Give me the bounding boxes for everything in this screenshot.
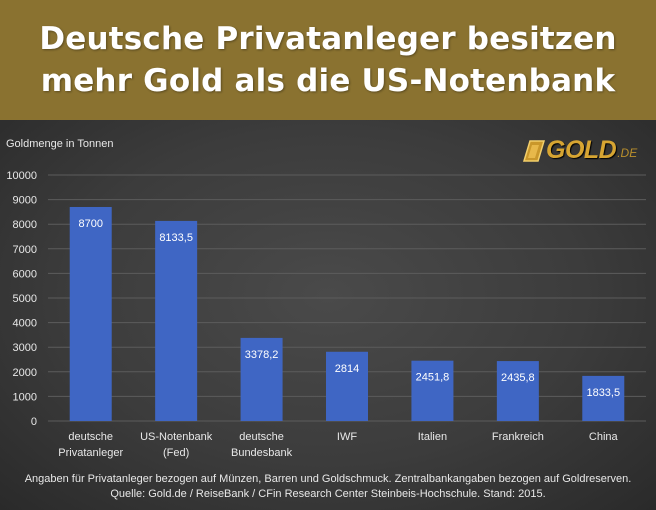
x-tick-label: China bbox=[589, 431, 619, 443]
x-tick-label: Bundesbank bbox=[231, 447, 293, 459]
data-label: 3378,2 bbox=[245, 349, 279, 361]
footer-line-1: Angaben für Privatanleger bezogen auf Mü… bbox=[24, 473, 632, 485]
x-tick-label: IWF bbox=[337, 431, 357, 443]
title-line-2: mehr Gold als die US-Notenbank bbox=[40, 63, 616, 99]
x-tick-label: Privatanleger bbox=[58, 447, 123, 459]
y-axis-title: Goldmenge in Tonnen bbox=[6, 138, 114, 150]
bar bbox=[411, 360, 454, 421]
x-tick-label: (Fed) bbox=[163, 447, 189, 459]
bar bbox=[155, 220, 198, 421]
footer-line-2: Quelle: Gold.de / ReiseBank / CFin Resea… bbox=[110, 488, 546, 500]
bar bbox=[582, 375, 625, 421]
y-tick-label: 1000 bbox=[13, 391, 37, 403]
y-tick-label: 5000 bbox=[13, 293, 37, 305]
y-tick-label: 2000 bbox=[13, 367, 37, 379]
data-label: 2814 bbox=[335, 363, 359, 375]
gold-de-logo: GOLD .DE bbox=[520, 137, 637, 163]
data-label: 1833,5 bbox=[586, 387, 620, 399]
label-layer: 0 1000 2000 3000 4000 5000 6000 7000 8000 9000 100… bbox=[6, 170, 620, 459]
bar-layer bbox=[69, 206, 625, 421]
x-tick-label: US-Notenbank bbox=[140, 431, 213, 443]
footer-note: Angaben für Privatanleger bezogen auf Mü… bbox=[0, 472, 656, 502]
y-tick-label: 9000 bbox=[13, 195, 37, 207]
y-tick-label: 10000 bbox=[6, 170, 37, 182]
x-tick-label: deutsche bbox=[239, 431, 284, 443]
title-line-1: Deutsche Privatanleger besitzen bbox=[39, 21, 617, 57]
logo-suffix: .DE bbox=[617, 146, 638, 160]
bar bbox=[326, 351, 368, 421]
y-tick-label: 8000 bbox=[13, 219, 37, 231]
bar bbox=[69, 206, 112, 421]
x-tick-label: Italien bbox=[418, 431, 447, 443]
bar bbox=[240, 337, 283, 421]
y-tick-label: 3000 bbox=[13, 342, 37, 354]
logo-text: GOLD bbox=[546, 136, 617, 164]
title-banner: Deutsche Privatanleger besitzen mehr Gol… bbox=[0, 0, 656, 120]
data-label: 2435,8 bbox=[501, 372, 535, 384]
y-tick-label: 4000 bbox=[13, 318, 37, 330]
gold-bar-icon bbox=[522, 140, 546, 162]
data-label: 8133,5 bbox=[159, 232, 193, 244]
bar-chart: 0 1000 2000 3000 4000 5000 6000 7000 8000 9000 100… bbox=[6, 170, 646, 459]
x-tick-label: Frankreich bbox=[492, 431, 544, 443]
data-label: 8700 bbox=[78, 218, 102, 230]
y-tick-label: 6000 bbox=[13, 268, 37, 280]
bar bbox=[496, 361, 539, 421]
x-tick-label: deutsche bbox=[68, 431, 113, 443]
y-tick-label: 7000 bbox=[13, 244, 37, 256]
data-label: 2451,8 bbox=[416, 372, 450, 384]
y-tick-label: 0 bbox=[31, 416, 37, 428]
